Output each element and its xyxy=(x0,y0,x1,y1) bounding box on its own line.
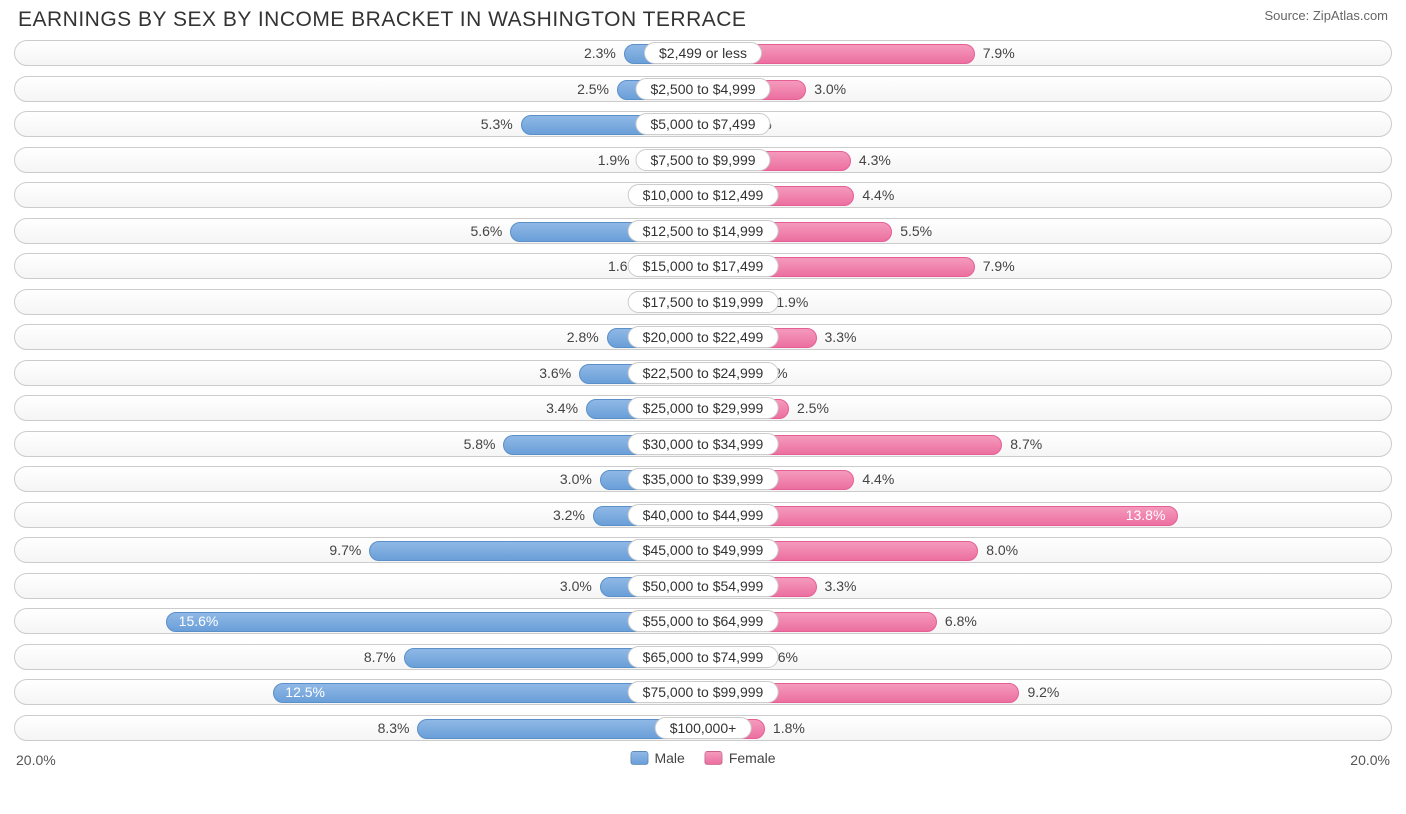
chart-row: 3.6%1.3%$22,500 to $24,999 xyxy=(14,360,1392,386)
category-label: $100,000+ xyxy=(655,717,752,739)
legend-female: Female xyxy=(705,750,776,766)
category-label: $65,000 to $74,999 xyxy=(628,646,779,668)
category-label: $17,500 to $19,999 xyxy=(628,291,779,313)
female-swatch-icon xyxy=(705,751,723,765)
male-value-label: 12.5% xyxy=(285,684,325,700)
male-value-label: 8.3% xyxy=(378,720,410,736)
chart-row: 5.3%0.61%$5,000 to $7,499 xyxy=(14,111,1392,137)
category-label: $2,500 to $4,999 xyxy=(635,78,770,100)
chart-row: 8.7%1.6%$65,000 to $74,999 xyxy=(14,644,1392,670)
male-value-label: 5.6% xyxy=(470,223,502,239)
female-value-label: 8.0% xyxy=(986,542,1018,558)
male-value-label: 3.2% xyxy=(553,507,585,523)
female-value-label: 4.3% xyxy=(859,152,891,168)
chart-area: 2.3% 7.9% $2,499 or less 2.5% 3.0% $2,500 to … xyxy=(14,40,1392,741)
female-value-label: 4.4% xyxy=(862,187,894,203)
female-value-label: 1.9% xyxy=(776,294,808,310)
chart-row: 0.81%1.9%$17,500 to $19,999 xyxy=(14,289,1392,315)
chart-row: 0.45%4.4%$10,000 to $12,499 xyxy=(14,182,1392,208)
chart-title: EARNINGS BY SEX BY INCOME BRACKET IN WAS… xyxy=(18,8,746,32)
female-value-label: 4.4% xyxy=(862,471,894,487)
chart-row: 3.4% 2.5% $25,000 to $29,999 xyxy=(14,395,1392,421)
female-value-label: 2.5% xyxy=(797,400,829,416)
legend-male-label: Male xyxy=(654,750,684,766)
male-value-label: 9.7% xyxy=(329,542,361,558)
category-label: $75,000 to $99,999 xyxy=(628,681,779,703)
female-value-label: 7.9% xyxy=(983,45,1015,61)
male-swatch-icon xyxy=(630,751,648,765)
female-value-label: 9.2% xyxy=(1027,684,1059,700)
chart-row: 8.3% 1.8% $100,000+ xyxy=(14,715,1392,741)
category-label: $25,000 to $29,999 xyxy=(628,397,779,419)
category-label: $55,000 to $64,999 xyxy=(628,610,779,632)
chart-row: 15.6% 6.8% $55,000 to $64,999 xyxy=(14,608,1392,634)
legend-male: Male xyxy=(630,750,684,766)
legend-female-label: Female xyxy=(729,750,776,766)
male-value-label: 1.9% xyxy=(598,152,630,168)
chart-row: 3.0% 3.3% $50,000 to $54,999 xyxy=(14,573,1392,599)
male-value-label: 5.3% xyxy=(481,116,513,132)
chart-row: 9.7% 8.0% $45,000 to $49,999 xyxy=(14,537,1392,563)
male-value-label: 3.0% xyxy=(560,578,592,594)
category-label: $2,499 or less xyxy=(644,42,762,64)
male-value-label: 2.8% xyxy=(567,329,599,345)
chart-container: EARNINGS BY SEX BY INCOME BRACKET IN WAS… xyxy=(0,0,1406,788)
chart-row: 12.5% 9.2% $75,000 to $99,999 xyxy=(14,679,1392,705)
axis-right-label: 20.0% xyxy=(1350,752,1390,768)
male-value-label: 3.0% xyxy=(560,471,592,487)
male-value-label: 2.3% xyxy=(584,45,616,61)
female-value-label: 6.8% xyxy=(945,613,977,629)
male-bar xyxy=(166,612,703,632)
chart-row: 3.0% 4.4% $35,000 to $39,999 xyxy=(14,466,1392,492)
male-value-label: 8.7% xyxy=(364,649,396,665)
category-label: $30,000 to $34,999 xyxy=(628,433,779,455)
chart-footer: 20.0% Male Female 20.0% xyxy=(14,750,1392,774)
female-value-label: 3.3% xyxy=(825,329,857,345)
category-label: $7,500 to $9,999 xyxy=(635,149,770,171)
male-value-label: 3.4% xyxy=(546,400,578,416)
category-label: $35,000 to $39,999 xyxy=(628,468,779,490)
chart-header: EARNINGS BY SEX BY INCOME BRACKET IN WAS… xyxy=(14,8,1392,40)
male-value-label: 2.5% xyxy=(577,81,609,97)
chart-source: Source: ZipAtlas.com xyxy=(1264,8,1388,23)
male-value-label: 5.8% xyxy=(464,436,496,452)
chart-row: 2.3% 7.9% $2,499 or less xyxy=(14,40,1392,66)
male-value-label: 15.6% xyxy=(179,613,219,629)
female-value-label: 1.8% xyxy=(773,720,805,736)
axis-left-label: 20.0% xyxy=(16,752,56,768)
female-value-label: 3.3% xyxy=(825,578,857,594)
category-label: $22,500 to $24,999 xyxy=(628,362,779,384)
female-value-label: 8.7% xyxy=(1010,436,1042,452)
female-value-label: 5.5% xyxy=(900,223,932,239)
category-label: $10,000 to $12,499 xyxy=(628,184,779,206)
category-label: $45,000 to $49,999 xyxy=(628,539,779,561)
category-label: $12,500 to $14,999 xyxy=(628,220,779,242)
category-label: $40,000 to $44,999 xyxy=(628,504,779,526)
chart-row: 5.6% 5.5% $12,500 to $14,999 xyxy=(14,218,1392,244)
chart-row: 1.6%7.9%$15,000 to $17,499 xyxy=(14,253,1392,279)
chart-row: 2.8% 3.3% $20,000 to $22,499 xyxy=(14,324,1392,350)
category-label: $15,000 to $17,499 xyxy=(628,255,779,277)
chart-row: 1.9% 4.3% $7,500 to $9,999 xyxy=(14,147,1392,173)
chart-legend: Male Female xyxy=(630,750,775,766)
male-value-label: 3.6% xyxy=(539,365,571,381)
female-value-label: 13.8% xyxy=(1126,507,1166,523)
chart-row: 3.2% 13.8% $40,000 to $44,999 xyxy=(14,502,1392,528)
chart-row: 2.5% 3.0% $2,500 to $4,999 xyxy=(14,76,1392,102)
category-label: $5,000 to $7,499 xyxy=(635,113,770,135)
female-value-label: 7.9% xyxy=(983,258,1015,274)
category-label: $20,000 to $22,499 xyxy=(628,326,779,348)
category-label: $50,000 to $54,999 xyxy=(628,575,779,597)
female-value-label: 3.0% xyxy=(814,81,846,97)
chart-row: 5.8% 8.7% $30,000 to $34,999 xyxy=(14,431,1392,457)
